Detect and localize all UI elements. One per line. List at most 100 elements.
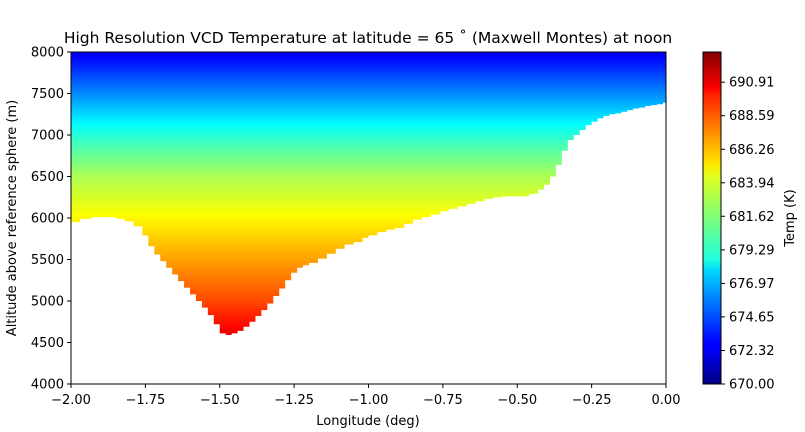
x-tick-label: −0.75 — [423, 393, 463, 408]
temperature-band — [71, 78, 666, 81]
temperature-band — [71, 184, 666, 187]
temperature-band — [71, 188, 666, 191]
temperature-band — [71, 98, 666, 101]
temperature-band — [71, 208, 666, 211]
temperature-band — [71, 172, 666, 175]
temperature-band — [71, 82, 666, 85]
temperature-band — [71, 202, 666, 205]
temperature-band — [71, 144, 666, 147]
temperature-band — [71, 90, 666, 93]
temperature-band — [71, 116, 666, 119]
temperature-band — [71, 74, 666, 77]
x-tick-label: −1.25 — [274, 393, 314, 408]
colorbar-tick-label: 672.32 — [729, 344, 775, 359]
temperature-band — [71, 54, 666, 57]
temperature-band — [71, 134, 666, 137]
temperature-band — [71, 220, 666, 223]
temperature-band — [71, 110, 666, 113]
colorbar: 670.00 672.32 674.65 676.97 679.29 681.62 683.… — [702, 51, 798, 393]
temperature-band — [71, 124, 666, 127]
temperature-band — [71, 84, 666, 87]
temperature-band — [71, 232, 666, 235]
y-tick-label: 6500 — [31, 170, 64, 185]
x-axis-title: Longitude (deg) — [316, 414, 419, 429]
temperature-band — [71, 130, 666, 133]
temperature-band — [71, 152, 666, 155]
temperature-band — [71, 178, 666, 181]
x-tick-label: −1.00 — [349, 393, 389, 408]
temperature-band — [71, 210, 666, 213]
temperature-band — [71, 52, 666, 55]
colorbar-label: Temp (K) — [783, 189, 798, 247]
temperature-band — [71, 192, 666, 195]
temperature-band — [71, 100, 666, 103]
temperature-band — [71, 214, 666, 217]
temperature-band — [71, 112, 666, 115]
y-tick-label: 8000 — [31, 46, 64, 61]
colorbar-tick-label: 683.94 — [729, 176, 775, 191]
temperature-band — [71, 176, 666, 179]
temperature-band — [71, 164, 666, 167]
colorbar-tick-label: 690.91 — [729, 76, 775, 91]
temperature-band — [71, 150, 666, 153]
colorbar-tick-label: 686.26 — [729, 143, 775, 158]
temperature-band — [71, 180, 666, 183]
x-tick-label: −2.00 — [51, 393, 91, 408]
temperature-band — [71, 234, 666, 237]
x-tick-label: −1.75 — [125, 393, 165, 408]
x-axis: −2.00 −1.75 −1.50 −1.25 −1.00 −0.75 −0.50 −0.25… — [51, 384, 680, 408]
temperature-band — [71, 86, 666, 89]
temperature-band — [71, 190, 666, 193]
temperature-band — [71, 228, 666, 231]
temperature-band — [71, 58, 666, 61]
temperature-band — [71, 216, 666, 219]
temperature-band — [71, 166, 666, 169]
temperature-band — [71, 168, 666, 171]
temperature-band — [71, 114, 666, 117]
colorbar-tick-label: 681.62 — [729, 210, 775, 225]
temperature-band — [71, 156, 666, 159]
temperature-band — [71, 68, 666, 71]
y-tick-label: 6000 — [31, 212, 64, 227]
temperature-band — [71, 126, 666, 129]
temperature-band — [71, 136, 666, 139]
temperature-band — [71, 96, 666, 99]
temperature-band — [71, 206, 666, 209]
temperature-band — [71, 108, 666, 111]
chart-title: High Resolution VCD Temperature at latit… — [64, 29, 672, 47]
temperature-band — [71, 142, 666, 145]
temperature-band — [71, 138, 666, 141]
y-tick-label: 7000 — [31, 129, 64, 144]
temperature-band — [71, 140, 666, 143]
temperature-band — [71, 230, 666, 233]
temperature-band — [71, 72, 666, 75]
temperature-band — [71, 218, 666, 221]
temperature-band — [71, 154, 666, 157]
temperature-band — [71, 80, 666, 83]
temperature-band — [71, 146, 666, 149]
temperature-band — [71, 160, 666, 163]
temperature-band — [71, 70, 666, 73]
colorbar-ticks: 670.00 672.32 674.65 676.97 679.29 681.62 683.… — [721, 76, 775, 393]
temperature-band — [71, 66, 666, 69]
temperature-band — [71, 122, 666, 125]
temperature-band — [71, 224, 666, 227]
temperature-band — [71, 102, 666, 105]
temperature-band — [71, 92, 666, 95]
temperature-band — [71, 62, 666, 65]
y-axis: 4000 4500 5000 5500 6000 6500 7000 7500 8000 — [31, 46, 71, 393]
colorbar-tick-label: 679.29 — [729, 243, 775, 258]
x-tick-label: −0.25 — [572, 393, 612, 408]
colorbar-gradient — [702, 51, 722, 385]
temperature-band — [71, 198, 666, 201]
plot-area — [70, 51, 667, 385]
temperature-band — [71, 106, 666, 109]
temperature-band — [71, 196, 666, 199]
y-tick-label: 5000 — [31, 295, 64, 310]
x-tick-label: 0.00 — [652, 393, 681, 408]
colorbar-tick-label: 688.59 — [729, 109, 775, 124]
terrain-mask — [71, 101, 666, 384]
temperature-band — [71, 104, 666, 107]
temperature-band — [71, 204, 666, 207]
